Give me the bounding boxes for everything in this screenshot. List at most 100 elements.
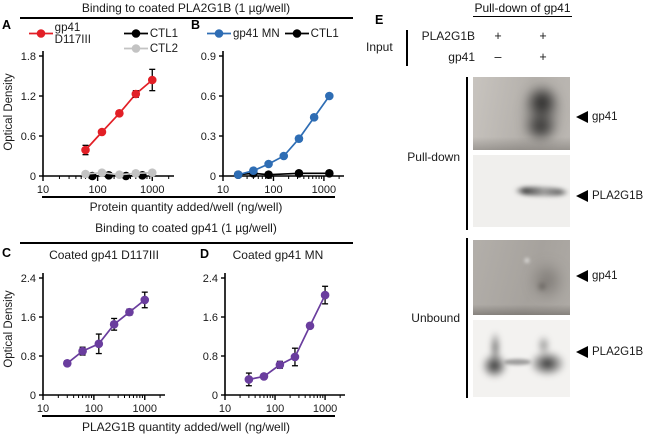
series-marker-icon [207, 29, 231, 38]
panel-label-b: B [191, 18, 201, 32]
x-axis-label-top: Protein quantity added/well (ng/well) [89, 200, 283, 214]
data-point [147, 168, 157, 177]
header-rule-2 [20, 242, 353, 244]
x-axis-group-rule-top [42, 196, 335, 198]
svg-text:0: 0 [30, 171, 36, 183]
svg-text:0: 0 [210, 171, 216, 183]
data-point [264, 159, 273, 169]
data-point [115, 109, 124, 118]
legend-item: CTL1 [284, 28, 339, 40]
series-marker-icon [284, 29, 309, 38]
data-point [62, 359, 72, 368]
svg-text:0.9: 0.9 [201, 51, 216, 63]
panel-label-a: A [2, 18, 12, 32]
arrowhead-icon [576, 270, 588, 282]
legend-panel-b: gp41 MN CTL1 [206, 26, 356, 41]
svg-text:1000: 1000 [140, 184, 164, 196]
arrow-gp41-pulldown: gp41 [576, 109, 618, 125]
x-axis-label-bottom: PLA2G1B quantity added/well (ng/well) [81, 420, 291, 434]
data-point [279, 151, 289, 161]
lane2-pla2g1b-sign: + [539, 29, 547, 43]
series-line [66, 299, 146, 364]
blot-speck [523, 256, 532, 264]
series-line [248, 294, 326, 381]
data-point [309, 113, 319, 122]
input-row-pla2g1b: PLA2G1B [421, 29, 475, 43]
data-point [249, 166, 258, 175]
header-binding-pla2g1b: Binding to coated PLA2G1B (1 µg/well) [81, 1, 291, 15]
svg-text:1.8: 1.8 [21, 51, 36, 63]
legend-item: gp41 D117III [28, 22, 119, 46]
svg-text:0.6: 0.6 [201, 91, 216, 103]
legend-panel-a: gp41 D117III CTL1 CTL2 [28, 22, 182, 56]
unbound-section-line [466, 238, 468, 398]
data-point [294, 134, 304, 143]
blot-dot [537, 281, 547, 292]
series-line [237, 95, 331, 176]
svg-text:100: 100 [264, 184, 282, 196]
chart-panel-a: 0 0.6 1.2 1.8 10 100 1000 [21, 51, 174, 196]
data-point [294, 169, 304, 178]
svg-text:10: 10 [217, 184, 229, 196]
series-marker-icon [29, 29, 53, 38]
legend-item: CTL2 [123, 43, 178, 55]
header-rule [20, 17, 353, 19]
data-point [233, 170, 243, 179]
svg-text:2.4: 2.4 [203, 273, 218, 285]
lane1-gp41-sign: – [494, 50, 502, 64]
svg-text:10: 10 [219, 403, 231, 415]
data-point [244, 375, 254, 384]
chart-panel-c: 0 0.8 1.6 2.4 10 100 1000 [21, 273, 165, 415]
data-point [78, 346, 87, 356]
svg-text:1.6: 1.6 [203, 312, 218, 324]
unbound-section-label: Unbound [411, 311, 460, 325]
arrow-pla2g1b-unbound: PLA2G1B [576, 344, 643, 360]
data-point [264, 170, 273, 179]
lane1-pla2g1b-sign: + [494, 29, 502, 43]
data-point [325, 169, 334, 178]
x-axis-group-rule-bottom [42, 415, 335, 417]
blot-pulldown-gp41 [473, 77, 570, 150]
series-marker-icon [123, 29, 148, 38]
pulldown-section-line [466, 77, 468, 230]
svg-text:10: 10 [37, 403, 49, 415]
data-point [131, 169, 141, 178]
data-point [81, 145, 90, 155]
panel-d-title: Coated gp41 MN [232, 248, 324, 262]
svg-text:1.2: 1.2 [21, 91, 36, 103]
svg-text:2.4: 2.4 [21, 273, 36, 285]
blot-pulldown-pla2g1b [473, 155, 570, 227]
data-point [275, 360, 285, 370]
legend-label: gp41 MN [233, 27, 280, 40]
data-point [259, 372, 269, 381]
svg-text:100: 100 [85, 403, 103, 415]
pulldown-section-label: Pull-down [407, 150, 460, 164]
lane2-gp41-sign: + [539, 50, 547, 64]
pla2g1b-band [513, 186, 569, 197]
legend-item: CTL1 [123, 28, 178, 40]
blot-unbound-gp41 [473, 240, 570, 315]
data-point [290, 352, 300, 362]
arrow-gp41-unbound: gp41 [576, 268, 618, 284]
data-point [147, 75, 157, 85]
panel-label-e: E [375, 13, 384, 27]
pla2g1b-streak [504, 358, 532, 365]
svg-text:1000: 1000 [312, 184, 336, 196]
data-point [109, 320, 119, 329]
svg-text:100: 100 [88, 184, 106, 196]
svg-text:0.8: 0.8 [21, 351, 36, 363]
legend-item: gp41 MN [206, 28, 280, 40]
data-point [94, 339, 104, 349]
input-label: Input [366, 40, 393, 54]
arrowhead-icon [576, 190, 588, 202]
series-marker-icon [123, 44, 148, 53]
data-point [140, 295, 150, 305]
svg-text:0: 0 [212, 390, 218, 402]
svg-text:1000: 1000 [313, 403, 337, 415]
svg-text:100: 100 [266, 403, 284, 415]
data-point [325, 91, 334, 101]
panel-label-c: C [2, 246, 12, 260]
legend-label: gp41 D117III [54, 21, 91, 46]
svg-text:1000: 1000 [133, 403, 157, 415]
